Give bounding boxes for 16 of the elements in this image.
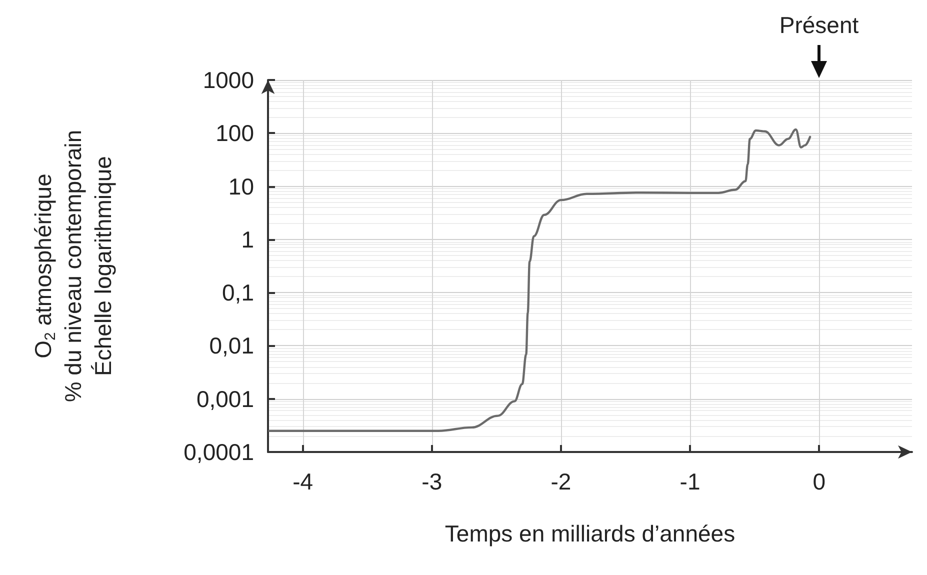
x-tick-label: -3 xyxy=(422,468,442,494)
y-tick-label: 0,0001 xyxy=(184,439,254,465)
y-tick-label: 1 xyxy=(241,226,254,252)
y-tick-label: 1000 xyxy=(202,67,254,93)
x-tick-label: -4 xyxy=(292,468,314,494)
x-tick-label: -2 xyxy=(550,468,572,494)
x-axis-title: Temps en milliards d’années xyxy=(444,520,736,546)
y-tick-label: 0,1 xyxy=(222,280,254,306)
y-tick-label: 0,01 xyxy=(209,332,254,359)
y-tick-label: 0,001 xyxy=(196,386,254,412)
x-tick-label: 0 xyxy=(812,468,826,494)
y-tick-label: 100 xyxy=(216,120,254,146)
y-tick-label: 10 xyxy=(228,173,254,200)
line-series xyxy=(268,128,812,432)
x-tick-label: -1 xyxy=(680,468,700,494)
text: Présent xyxy=(779,12,859,39)
